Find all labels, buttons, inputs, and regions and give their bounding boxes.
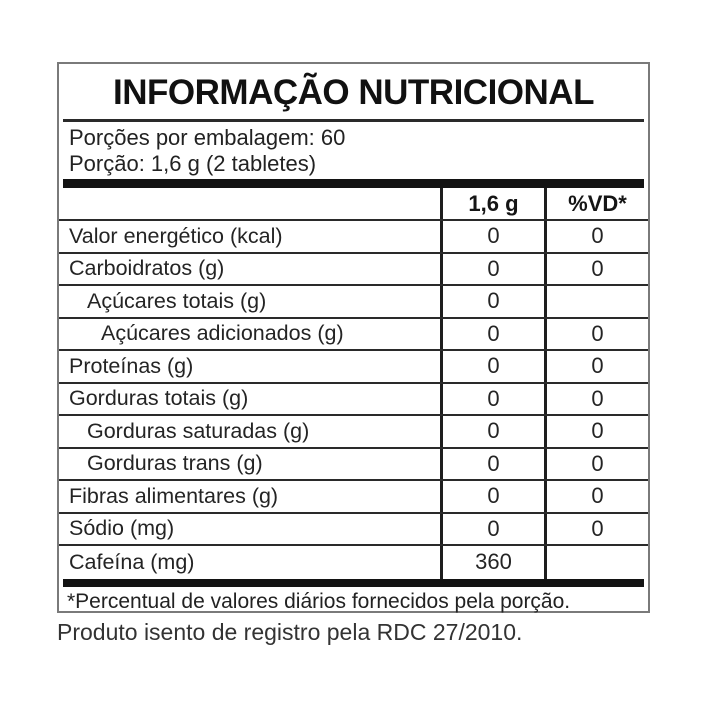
row-value-dv: 0 xyxy=(544,351,648,382)
row-label: Cafeína (mg) xyxy=(69,549,195,574)
serving-info: Porções por embalagem: 60 Porção: 1,6 g … xyxy=(59,122,648,179)
table-row: Cafeína (mg) 360 xyxy=(59,546,648,579)
row-label: Carboidratos (g) xyxy=(69,256,225,281)
row-value-dv: 0 xyxy=(544,318,648,349)
row-value-portion: 0 xyxy=(440,286,544,317)
header-portion-column: 1,6 g xyxy=(440,188,544,219)
daily-value-footnote: *Percentual de valores diários fornecido… xyxy=(67,589,571,613)
row-label: Açúcares totais (g) xyxy=(87,288,267,313)
header-label-cell xyxy=(59,188,440,219)
table-row: Proteínas (g) 0 0 xyxy=(59,351,648,384)
row-value-portion: 0 xyxy=(440,513,544,544)
row-label: Gorduras saturadas (g) xyxy=(87,418,310,443)
table-header-row: 1,6 g %VD* xyxy=(59,188,648,221)
table-bottom-bar xyxy=(63,578,644,587)
table-row: Gorduras saturadas (g) 0 0 xyxy=(59,416,648,449)
row-label: Gorduras totais (g) xyxy=(69,386,249,411)
row-value-dv: 0 xyxy=(544,513,648,544)
row-label: Gorduras trans (g) xyxy=(87,451,263,476)
row-label: Valor energético (kcal) xyxy=(69,223,283,248)
row-value-dv: 0 xyxy=(544,253,648,284)
table-row: Carboidratos (g) 0 0 xyxy=(59,253,648,286)
row-value-dv: 0 xyxy=(544,448,648,479)
row-label: Sódio (mg) xyxy=(69,516,175,541)
row-value-portion: 0 xyxy=(440,416,544,447)
row-value-dv xyxy=(544,546,648,579)
row-value-dv: 0 xyxy=(544,383,648,414)
table-row: Valor energético (kcal) 0 0 xyxy=(59,221,648,254)
row-value-portion: 360 xyxy=(440,546,544,579)
row-value-portion: 0 xyxy=(440,448,544,479)
table-row: Gorduras trans (g) 0 0 xyxy=(59,448,648,481)
servings-per-package: Porções por embalagem: 60 xyxy=(69,125,346,150)
row-value-dv: 0 xyxy=(544,221,648,252)
table-row: Açúcares totais (g) 0 xyxy=(59,286,648,319)
row-value-portion: 0 xyxy=(440,253,544,284)
title-divider xyxy=(63,119,644,122)
row-value-dv xyxy=(544,286,648,317)
nutrition-label: INFORMAÇÃO NUTRICIONAL Porções por embal… xyxy=(57,62,650,613)
table-row: Fibras alimentares (g) 0 0 xyxy=(59,481,648,514)
row-value-portion: 0 xyxy=(440,351,544,382)
row-label: Açúcares adicionados (g) xyxy=(101,321,344,346)
row-value-portion: 0 xyxy=(440,221,544,252)
row-value-portion: 0 xyxy=(440,481,544,512)
row-value-dv: 0 xyxy=(544,416,648,447)
row-value-portion: 0 xyxy=(440,383,544,414)
row-value-dv: 0 xyxy=(544,481,648,512)
row-value-portion: 0 xyxy=(440,318,544,349)
header-dv-column: %VD* xyxy=(544,188,648,219)
table-top-bar xyxy=(63,179,644,188)
table-row: Açúcares adicionados (g) 0 0 xyxy=(59,318,648,351)
table-row: Sódio (mg) 0 0 xyxy=(59,513,648,546)
portion-size: Porção: 1,6 g (2 tabletes) xyxy=(69,151,317,176)
table-row: Gorduras totais (g) 0 0 xyxy=(59,383,648,416)
label-title: INFORMAÇÃO NUTRICIONAL xyxy=(113,73,594,112)
row-label: Fibras alimentares (g) xyxy=(69,483,279,508)
row-label: Proteínas (g) xyxy=(69,353,194,378)
registration-note: Produto isento de registro pela RDC 27/2… xyxy=(57,619,523,645)
nutrition-table: 1,6 g %VD* Valor energético (kcal) 0 0 C… xyxy=(59,188,648,579)
